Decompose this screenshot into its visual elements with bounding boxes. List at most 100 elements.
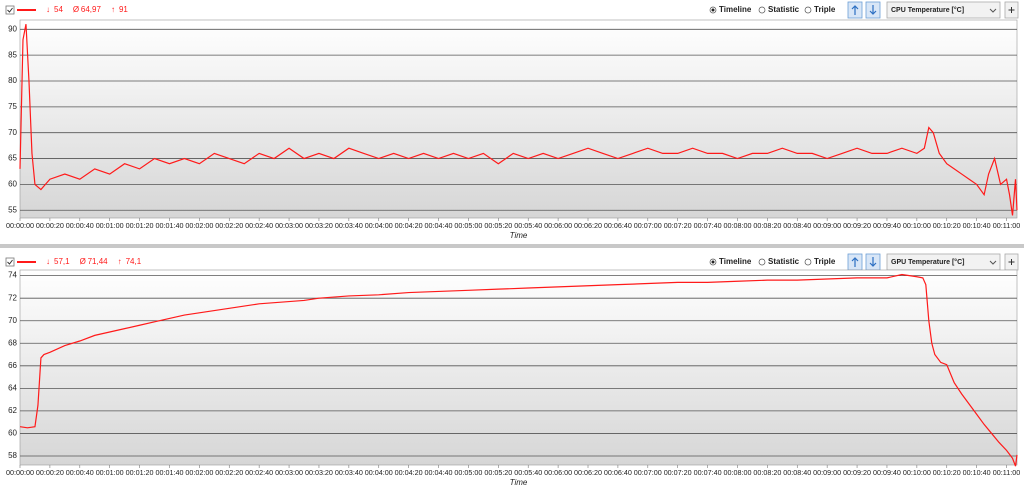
x-tick-label: 00:08:20 — [753, 468, 781, 477]
series-checkbox[interactable] — [5, 5, 15, 15]
y-tick-label: 90 — [8, 24, 17, 33]
x-tick-label: 00:05:20 — [484, 468, 512, 477]
dropdown-arrow — [989, 260, 997, 265]
x-tick-label: 00:00:40 — [66, 221, 94, 230]
x-tick-label: 00:06:00 — [544, 468, 572, 477]
x-tick-label: 00:04:40 — [425, 221, 453, 230]
x-tick-label: 00:11:00 — [993, 221, 1020, 230]
sensor-dropdown[interactable] — [886, 1, 1001, 19]
arrow-icon — [869, 257, 877, 267]
view-option[interactable]: Statistic — [768, 257, 800, 266]
y-tick-label: 58 — [8, 451, 17, 460]
y-tick-label: 62 — [8, 406, 17, 415]
sensor-name: GPU Temperature [°C] — [891, 258, 964, 266]
arrow-icon — [869, 5, 877, 15]
x-tick-label: 00:02:40 — [245, 468, 273, 477]
x-tick-label: 00:10:20 — [933, 468, 961, 477]
x-tick-label: 00:07:20 — [664, 221, 692, 230]
x-tick-label: 00:07:20 — [664, 468, 692, 477]
x-tick-label: 00:09:40 — [873, 468, 901, 477]
stat-value: 57,1 — [54, 257, 70, 266]
x-tick-label: 00:06:20 — [574, 221, 602, 230]
x-tick-label: 00:01:40 — [155, 468, 183, 477]
x-tick-label: 00:05:40 — [514, 468, 542, 477]
x-tick-label: 00:06:40 — [604, 221, 632, 230]
x-tick-label: 00:03:40 — [335, 468, 363, 477]
x-tick-label: 00:04:20 — [395, 221, 423, 230]
x-tick-label: 00:09:20 — [843, 468, 871, 477]
x-tick-label: 00:02:20 — [215, 221, 243, 230]
x-axis-label: Time — [510, 478, 528, 487]
x-tick-label: 00:06:40 — [604, 468, 632, 477]
y-tick-label: 72 — [8, 293, 17, 302]
plot-area — [19, 269, 1018, 466]
x-axis-label: Time — [510, 231, 528, 240]
x-tick-label: 00:04:20 — [395, 468, 423, 477]
plus-icon — [1008, 7, 1015, 13]
x-tick-label: 00:04:00 — [365, 221, 393, 230]
arrow-icon — [851, 5, 859, 15]
x-tick-label: 00:06:00 — [544, 221, 572, 230]
x-tick-label: 00:10:40 — [963, 221, 991, 230]
x-tick-label: 00:01:20 — [126, 221, 154, 230]
x-tick-label: 00:00:40 — [66, 468, 94, 477]
x-tick-label: 00:07:40 — [694, 221, 722, 230]
plot-area — [19, 19, 1018, 219]
x-tick-label: 00:00:00 — [6, 468, 34, 477]
x-tick-label: 00:08:20 — [753, 221, 781, 230]
x-tick-label: 00:08:00 — [723, 468, 751, 477]
view-radio[interactable] — [804, 258, 812, 266]
x-tick-label: 00:03:00 — [275, 221, 303, 230]
y-tick-label: 85 — [8, 50, 17, 59]
stat-symbol: ↓ — [46, 5, 50, 14]
x-tick-label: 00:02:40 — [245, 221, 273, 230]
stat-value: 91 — [119, 5, 128, 14]
x-tick-label: 00:10:20 — [933, 221, 961, 230]
x-tick-label: 00:05:40 — [514, 221, 542, 230]
stat-value: 54 — [54, 5, 63, 14]
temperature-line — [19, 24, 1018, 216]
x-tick-label: 00:07:40 — [694, 468, 722, 477]
x-tick-label: 00:05:20 — [484, 221, 512, 230]
x-tick-label: 00:00:20 — [36, 468, 64, 477]
view-option[interactable]: Triple — [814, 5, 836, 14]
temperature-line — [19, 273, 1018, 467]
stat-symbol: ↑ — [118, 257, 122, 266]
x-tick-label: 00:05:00 — [454, 221, 482, 230]
checkbox-tick — [7, 7, 13, 13]
x-tick-label: 00:02:00 — [185, 221, 213, 230]
view-option[interactable]: Timeline — [719, 257, 752, 266]
view-option[interactable]: Statistic — [768, 5, 800, 14]
view-option[interactable]: Triple — [814, 257, 836, 266]
arrow-icon — [851, 257, 859, 267]
view-radio[interactable] — [758, 258, 766, 266]
x-tick-label: 00:00:00 — [6, 221, 34, 230]
panel-separator — [0, 244, 1024, 248]
x-tick-label: 00:03:00 — [275, 468, 303, 477]
x-tick-label: 00:11:00 — [993, 468, 1020, 477]
x-tick-label: 00:09:00 — [813, 221, 841, 230]
x-tick-label: 00:00:20 — [36, 221, 64, 230]
view-radio[interactable] — [758, 6, 766, 14]
series-checkbox[interactable] — [5, 257, 15, 267]
y-tick-label: 55 — [8, 205, 17, 214]
x-tick-label: 00:04:00 — [365, 468, 393, 477]
stat-symbol: ↑ — [111, 5, 115, 14]
y-tick-label: 80 — [8, 76, 17, 85]
y-tick-label: 65 — [8, 154, 17, 163]
x-tick-label: 00:08:00 — [723, 221, 751, 230]
stat-symbol: ↓ — [46, 257, 50, 266]
checkbox-tick — [7, 259, 13, 265]
y-tick-label: 75 — [8, 102, 17, 111]
x-tick-label: 00:08:40 — [783, 468, 811, 477]
x-tick-label: 00:08:40 — [783, 221, 811, 230]
y-tick-label: 64 — [8, 383, 17, 392]
view-radio-dot — [711, 8, 715, 12]
x-tick-label: 00:10:00 — [903, 468, 931, 477]
stat-value: 71,44 — [88, 257, 109, 266]
stat-symbol: Ø — [73, 5, 79, 14]
view-option[interactable]: Timeline — [719, 5, 752, 14]
x-tick-label: 00:09:00 — [813, 468, 841, 477]
view-radio[interactable] — [804, 6, 812, 14]
y-tick-label: 60 — [8, 429, 17, 438]
